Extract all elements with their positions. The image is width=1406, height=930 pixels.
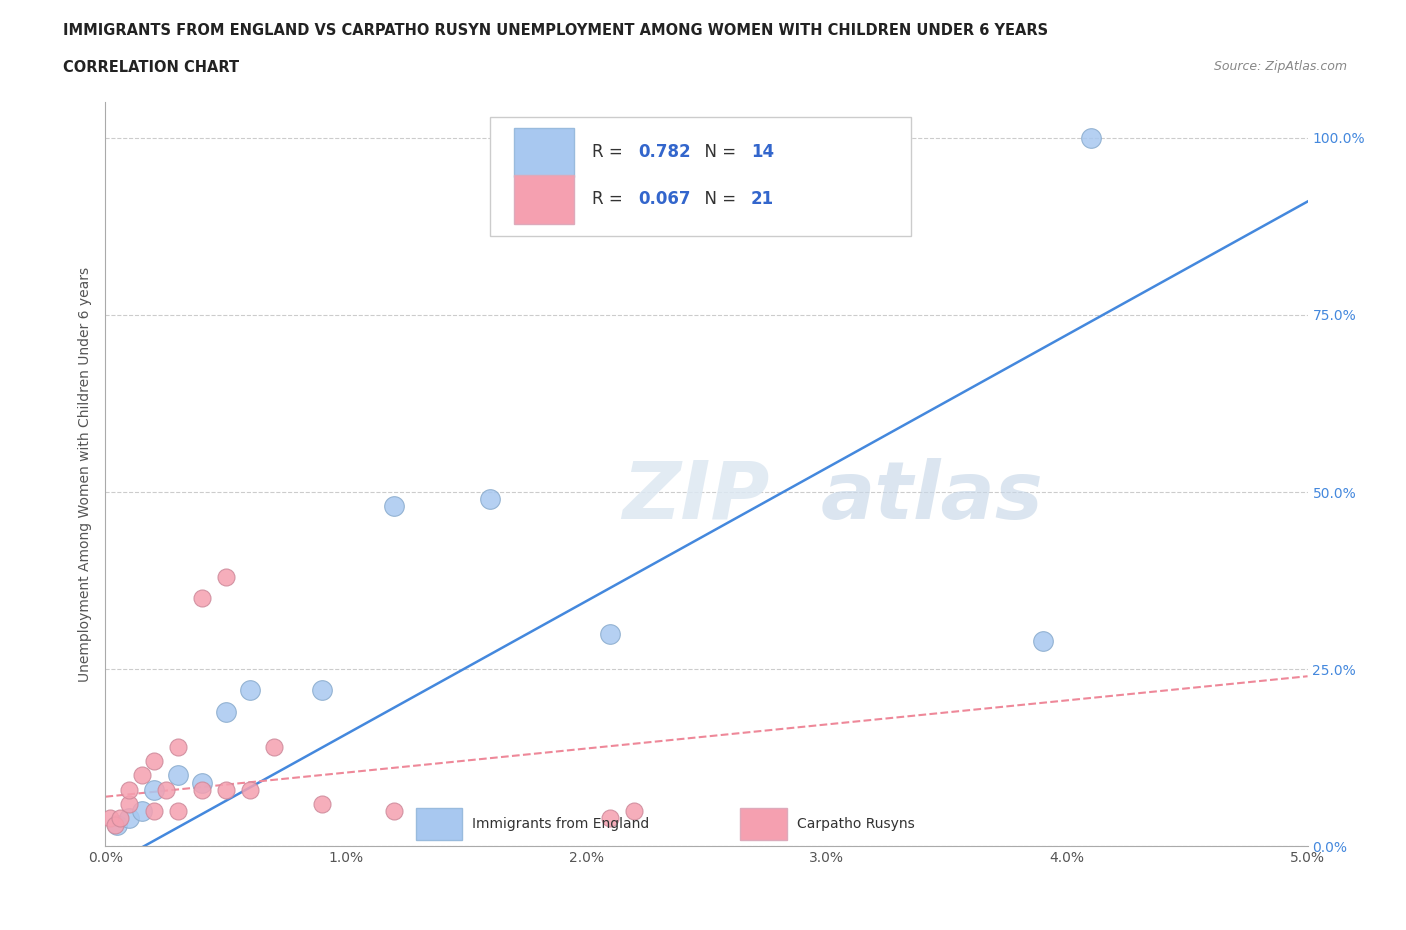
Point [1032, 633, 1054, 648]
Text: N =: N = [695, 143, 742, 161]
Text: N =: N = [695, 190, 742, 208]
FancyBboxPatch shape [740, 807, 787, 841]
FancyBboxPatch shape [416, 807, 463, 841]
FancyBboxPatch shape [515, 175, 574, 223]
Text: CORRELATION CHART: CORRELATION CHART [63, 60, 239, 75]
Point [142, 754, 165, 769]
FancyBboxPatch shape [515, 128, 574, 177]
Point [142, 804, 165, 818]
FancyBboxPatch shape [491, 117, 911, 236]
Text: 21: 21 [751, 190, 775, 208]
Point [118, 796, 141, 811]
Text: atlas: atlas [821, 458, 1043, 536]
Point [142, 782, 165, 797]
Point [382, 804, 405, 818]
Text: 0.067: 0.067 [638, 190, 690, 208]
Point [214, 782, 236, 797]
Y-axis label: Unemployment Among Women with Children Under 6 years: Unemployment Among Women with Children U… [79, 267, 93, 682]
Text: Immigrants from England: Immigrants from England [472, 817, 650, 831]
Point [118, 811, 141, 826]
Point [104, 817, 127, 832]
Text: 14: 14 [751, 143, 775, 161]
Point [166, 804, 188, 818]
Text: IMMIGRANTS FROM ENGLAND VS CARPATHO RUSYN UNEMPLOYMENT AMONG WOMEN WITH CHILDREN: IMMIGRANTS FROM ENGLAND VS CARPATHO RUSY… [63, 23, 1049, 38]
Point [214, 569, 236, 584]
Point [1080, 130, 1102, 145]
Point [98, 811, 121, 826]
Point [263, 739, 285, 754]
Point [118, 782, 141, 797]
Point [166, 768, 188, 783]
Point [131, 768, 153, 783]
Point [214, 704, 236, 719]
Text: R =: R = [592, 190, 628, 208]
Point [382, 498, 405, 513]
Text: R =: R = [592, 143, 628, 161]
Point [108, 811, 131, 826]
Point [479, 492, 502, 507]
Point [131, 804, 153, 818]
Text: Carpatho Rusyns: Carpatho Rusyns [797, 817, 914, 831]
Point [623, 804, 645, 818]
Point [190, 591, 212, 605]
Point [190, 775, 212, 790]
Point [239, 782, 262, 797]
Text: ZIP: ZIP [623, 458, 769, 536]
Point [107, 817, 129, 832]
Point [311, 796, 333, 811]
Point [599, 626, 621, 641]
Text: 0.782: 0.782 [638, 143, 690, 161]
Point [311, 683, 333, 698]
Point [155, 782, 177, 797]
Point [239, 683, 262, 698]
Point [166, 739, 188, 754]
Point [599, 811, 621, 826]
Text: Source: ZipAtlas.com: Source: ZipAtlas.com [1213, 60, 1347, 73]
Point [190, 782, 212, 797]
